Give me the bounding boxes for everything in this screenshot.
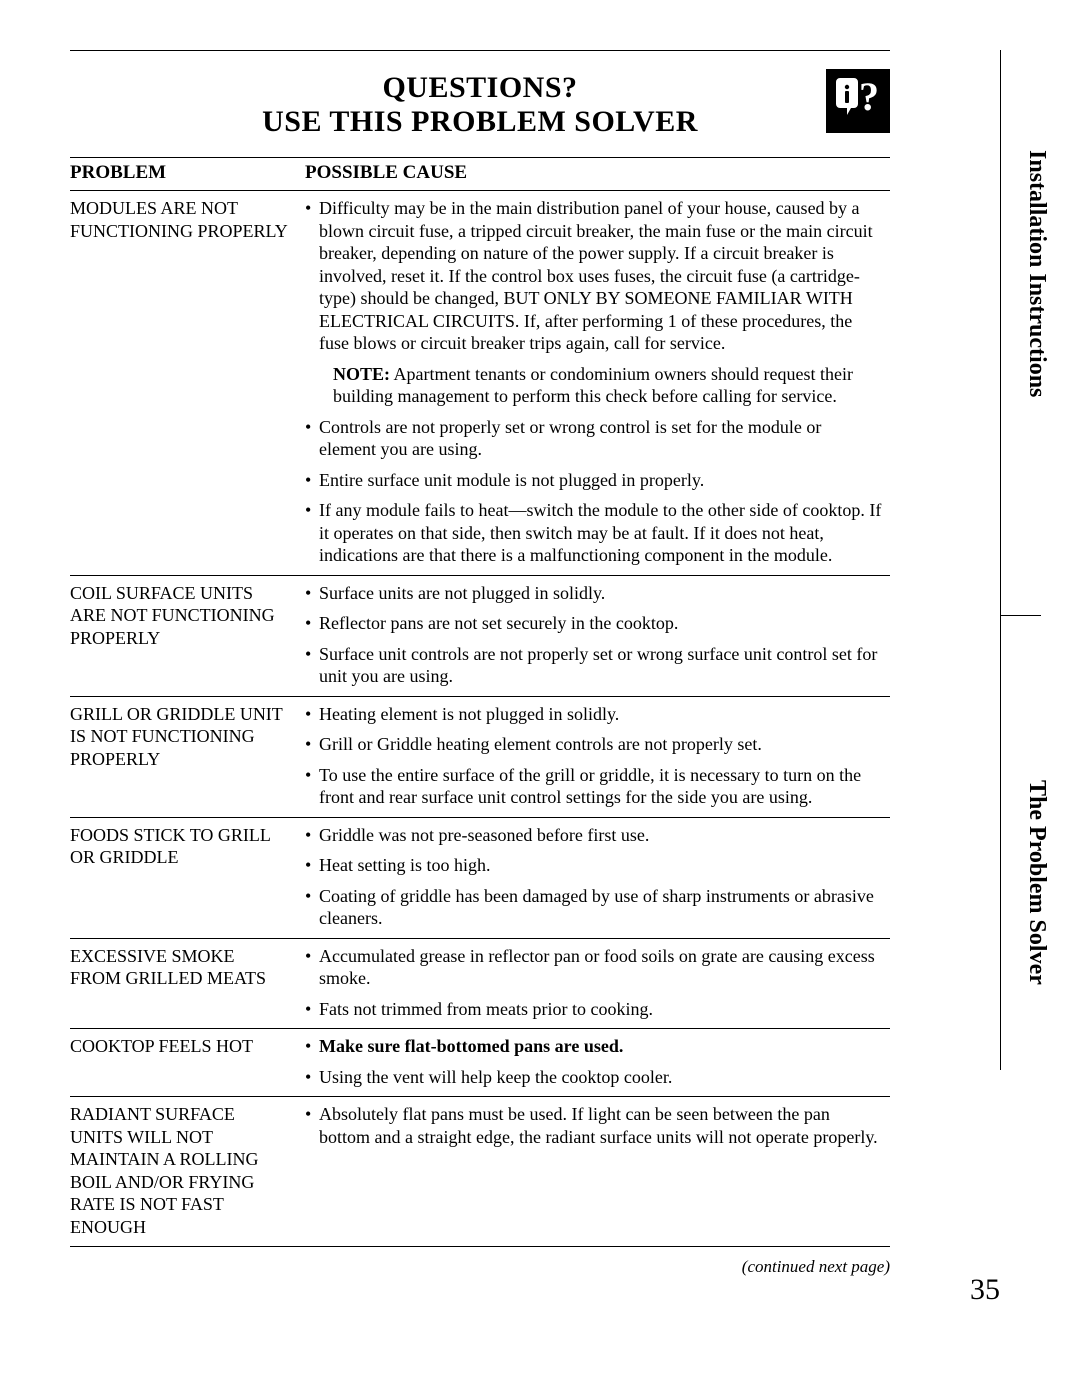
cause-item: Controls are not properly set or wrong c… — [305, 416, 882, 461]
table-row: FOODS STICK TO GRILL OR GRIDDLE Griddle w… — [70, 817, 890, 938]
problem-cell: COIL SURFACE UNITS ARE NOT FUNCTIONING P… — [70, 575, 295, 696]
cause-text: Griddle was not pre-seasoned before firs… — [319, 825, 649, 845]
cause-item: Heating element is not plugged in solidl… — [305, 703, 882, 726]
heading-line-2: USE THIS PROBLEM SOLVER — [70, 105, 890, 139]
heading-line-1: QUESTIONS? — [70, 71, 890, 105]
problem-cell: RADIANT SURFACE UNITS WILL NOT MAINTAIN … — [70, 1097, 295, 1247]
cause-text: Coating of griddle has been damaged by u… — [319, 886, 874, 929]
side-tab-installation: Installation Instructions — [1023, 150, 1050, 397]
cause-cell: Accumulated grease in reflector pan or f… — [295, 938, 890, 1029]
cause-text: Heat setting is too high. — [319, 855, 490, 875]
side-tab-divider — [1001, 615, 1041, 616]
cause-item: Grill or Griddle heating element control… — [305, 733, 882, 756]
cause-item: Surface units are not plugged in solidly… — [305, 582, 882, 605]
cause-note: NOTE: Apartment tenants or condominium o… — [305, 363, 882, 408]
cause-item: Make sure flat-bottomed pans are used. — [305, 1035, 882, 1058]
cause-item: Coating of griddle has been damaged by u… — [305, 885, 882, 930]
cause-cell: Difficulty may be in the main distributi… — [295, 191, 890, 576]
side-tab-problem-solver: The Problem Solver — [1023, 780, 1050, 985]
cause-text: Difficulty may be in the main distributi… — [319, 198, 873, 353]
svg-text:?: ? — [859, 76, 879, 119]
page-number: 35 — [970, 1273, 1000, 1307]
note-text: Apartment tenants or condominium owners … — [333, 364, 853, 407]
cause-item: Heat setting is too high. — [305, 854, 882, 877]
cause-list: Make sure flat-bottomed pans are used. Us… — [305, 1035, 882, 1088]
problem-solver-table: PROBLEM POSSIBLE CAUSE MODULES ARE NOT F… — [70, 157, 890, 1247]
top-rule — [70, 50, 890, 51]
problem-cell: FOODS STICK TO GRILL OR GRIDDLE — [70, 817, 295, 938]
cause-text: Fats not trimmed from meats prior to coo… — [319, 999, 653, 1019]
page-heading: QUESTIONS? USE THIS PROBLEM SOLVER ? — [70, 71, 890, 139]
cause-text: Accumulated grease in reflector pan or f… — [319, 946, 875, 989]
header-cause: POSSIBLE CAUSE — [295, 158, 890, 191]
page-content: QUESTIONS? USE THIS PROBLEM SOLVER ? PRO… — [70, 50, 890, 1277]
problem-cell: MODULES ARE NOT FUNCTIONING PROPERLY — [70, 191, 295, 576]
cause-list: Absolutely flat pans must be used. If li… — [305, 1103, 882, 1148]
header-problem: PROBLEM — [70, 158, 295, 191]
cause-cell: Surface units are not plugged in solidly… — [295, 575, 890, 696]
cause-text: Surface unit controls are not properly s… — [319, 644, 877, 687]
cause-text: If any module fails to heat—switch the m… — [319, 500, 881, 565]
problem-cell: COOKTOP FEELS HOT — [70, 1029, 295, 1097]
cause-text: Make sure flat-bottomed pans are used. — [319, 1036, 623, 1056]
cause-text: Using the vent will help keep the cookto… — [319, 1067, 672, 1087]
table-row: COOKTOP FEELS HOTMake sure flat-bottomed… — [70, 1029, 890, 1097]
cause-cell: Griddle was not pre-seasoned before firs… — [295, 817, 890, 938]
cause-list: Griddle was not pre-seasoned before firs… — [305, 824, 882, 930]
cause-cell: Make sure flat-bottomed pans are used. Us… — [295, 1029, 890, 1097]
cause-list: Surface units are not plugged in solidly… — [305, 582, 882, 688]
continued-note: (continued next page) — [70, 1257, 890, 1277]
table-header-row: PROBLEM POSSIBLE CAUSE — [70, 158, 890, 191]
cause-item: To use the entire surface of the grill o… — [305, 764, 882, 809]
problem-cell: EXCESSIVE SMOKE FROM GRILLED MEATS — [70, 938, 295, 1029]
table-row: EXCESSIVE SMOKE FROM GRILLED MEATS Accumu… — [70, 938, 890, 1029]
cause-text: Reflector pans are not set securely in t… — [319, 613, 678, 633]
cause-cell: Absolutely flat pans must be used. If li… — [295, 1097, 890, 1247]
question-icon: ? — [826, 69, 890, 133]
cause-item: Difficulty may be in the main distributi… — [305, 197, 882, 355]
table-row: COIL SURFACE UNITS ARE NOT FUNCTIONING P… — [70, 575, 890, 696]
cause-item: Griddle was not pre-seasoned before firs… — [305, 824, 882, 847]
cause-list: Accumulated grease in reflector pan or f… — [305, 945, 882, 1021]
cause-item: If any module fails to heat—switch the m… — [305, 499, 882, 567]
cause-item: Reflector pans are not set securely in t… — [305, 612, 882, 635]
side-tabs: Installation Instructions The Problem So… — [1000, 50, 1040, 1070]
cause-text: Absolutely flat pans must be used. If li… — [319, 1104, 878, 1147]
cause-item: Absolutely flat pans must be used. If li… — [305, 1103, 882, 1148]
cause-text: Entire surface unit module is not plugge… — [319, 470, 704, 490]
cause-item: Using the vent will help keep the cookto… — [305, 1066, 882, 1089]
cause-text: Controls are not properly set or wrong c… — [319, 417, 821, 460]
cause-text: To use the entire surface of the grill o… — [319, 765, 861, 808]
cause-item: Surface unit controls are not properly s… — [305, 643, 882, 688]
problem-cell: GRILL OR GRIDDLE UNIT IS NOT FUNCTIONING… — [70, 696, 295, 817]
cause-text: Heating element is not plugged in solidl… — [319, 704, 619, 724]
cause-cell: Heating element is not plugged in solidl… — [295, 696, 890, 817]
cause-list: Difficulty may be in the main distributi… — [305, 197, 882, 567]
cause-item: Accumulated grease in reflector pan or f… — [305, 945, 882, 990]
cause-item: Entire surface unit module is not plugge… — [305, 469, 882, 492]
cause-text: Surface units are not plugged in solidly… — [319, 583, 605, 603]
note-label: NOTE: — [333, 364, 390, 384]
table-row: GRILL OR GRIDDLE UNIT IS NOT FUNCTIONING… — [70, 696, 890, 817]
table-row: MODULES ARE NOT FUNCTIONING PROPERLYDiff… — [70, 191, 890, 576]
cause-text: Grill or Griddle heating element control… — [319, 734, 762, 754]
cause-item: Fats not trimmed from meats prior to coo… — [305, 998, 882, 1021]
table-row: RADIANT SURFACE UNITS WILL NOT MAINTAIN … — [70, 1097, 890, 1247]
cause-list: Heating element is not plugged in solidl… — [305, 703, 882, 809]
